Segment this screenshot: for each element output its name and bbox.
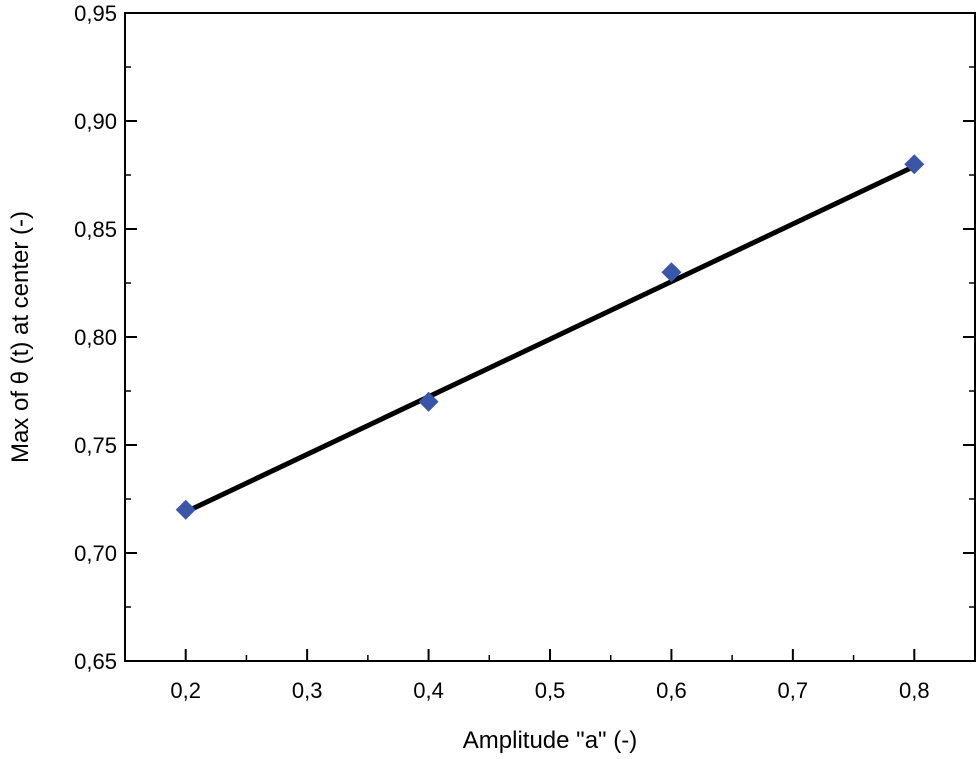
fit-line [184,164,916,515]
y-tick-label: 0,80 [74,325,117,350]
x-tick-label: 0,8 [899,678,930,703]
data-point [418,391,439,412]
data-point [175,499,196,520]
x-tick-label: 0,4 [413,678,444,703]
y-tick-label: 0,65 [74,649,117,674]
x-tick-label: 0,2 [170,678,201,703]
data-points [175,154,925,520]
data-point [904,154,925,175]
data-point [661,262,682,283]
y-tick-label: 0,85 [74,217,117,242]
plot-frame [124,12,976,662]
y-tick-label: 0,95 [74,1,117,26]
y-tick-label: 0,75 [74,433,117,458]
y-tick-label: 0,90 [74,109,117,134]
x-axis-title: Amplitude "a" (-) [463,727,637,754]
y-tick-label: 0,70 [74,541,117,566]
x-tick-label: 0,3 [292,678,323,703]
y-axis-title: Max of θ (t) at center (-) [7,211,34,463]
fit-line-group [184,164,916,515]
x-tick-label: 0,6 [656,678,687,703]
tick-labels: 0,2 0,3 0,4 0,5 0,6 0,7 0,8 0,65 0,70 0,75 0,80 0,8… [74,1,929,703]
x-tick-label: 0,7 [778,678,809,703]
x-tick-label: 0,5 [535,678,566,703]
